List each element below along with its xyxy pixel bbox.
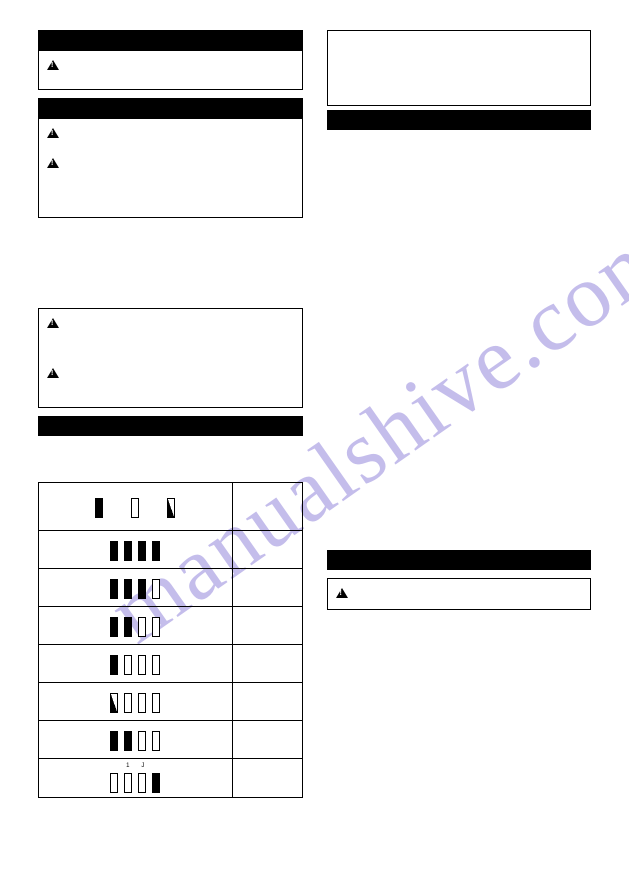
section-header-bar [38,416,303,436]
table-row [39,531,303,569]
warning-box [38,50,303,90]
warning-icon [336,588,348,598]
bar-full-icon [110,731,118,751]
table-row [39,607,303,645]
section-header-bar [38,98,303,118]
table-header-label [232,483,302,531]
section-header-bar [327,110,592,130]
bar-empty-icon [124,693,132,713]
bar-pattern-cell [39,683,233,721]
bar-pattern-cell [39,645,233,683]
table-row: 1 J [39,759,303,798]
table-label-cell [232,531,302,569]
bar-empty-icon [138,617,146,637]
table-label-cell [232,683,302,721]
bar-empty-icon [131,498,139,518]
bar-pattern-cell: 1 J [39,759,233,798]
bar-empty-icon [152,579,160,599]
bar-full-icon [152,773,160,793]
page-container: 1 J [0,0,629,893]
warning-icon [47,368,59,378]
table-label-cell [232,569,302,607]
bar-full-icon [110,655,118,675]
bar-full-icon [110,617,118,637]
bar-pattern-cell [39,607,233,645]
bar-empty-icon [138,773,146,793]
bar-full-icon [138,541,146,561]
section-header-bar [327,550,592,570]
bar-empty-icon [124,655,132,675]
table-row [39,683,303,721]
bar-full-icon [110,579,118,599]
right-column [327,30,592,863]
warning-icon [47,128,59,138]
bar-empty-icon [138,731,146,751]
table-row [39,645,303,683]
bar-full-icon [124,579,132,599]
table-row [39,721,303,759]
bar-pattern-cell [39,721,233,759]
bar-empty-icon [110,773,118,793]
bar-half-icon [110,693,118,713]
bar-full-icon [152,541,160,561]
bar-empty-icon [138,693,146,713]
bar-full-icon [124,541,132,561]
battery-level-table: 1 J [38,482,303,798]
bar-empty-icon [124,773,132,793]
warning-box [327,578,592,610]
table-row [39,569,303,607]
warning-icon [47,60,59,70]
bar-full-icon [124,731,132,751]
bar-full-icon [110,541,118,561]
bar-full-icon [95,498,103,518]
warning-icon [47,158,59,168]
bar-pattern-cell [39,531,233,569]
table-label-cell [232,607,302,645]
bar-full-icon [124,617,132,637]
warning-box [38,118,303,218]
bar-empty-icon [152,731,160,751]
table-label-cell [232,759,302,798]
bar-empty-icon [138,655,146,675]
table-header-patterns [39,483,233,531]
bar-half-icon [167,498,175,518]
bar-empty-icon [152,693,160,713]
table-header-row [39,483,303,531]
warning-icon [47,318,59,328]
bar-pattern-cell [39,569,233,607]
bar-empty-icon [152,655,160,675]
left-column: 1 J [38,30,303,863]
tick-labels: 1 J [43,763,228,769]
info-box [327,30,592,106]
bar-full-icon [138,579,146,599]
section-header-bar [38,30,303,50]
warning-box [38,308,303,408]
bar-empty-icon [152,617,160,637]
table-label-cell [232,721,302,759]
table-label-cell [232,645,302,683]
